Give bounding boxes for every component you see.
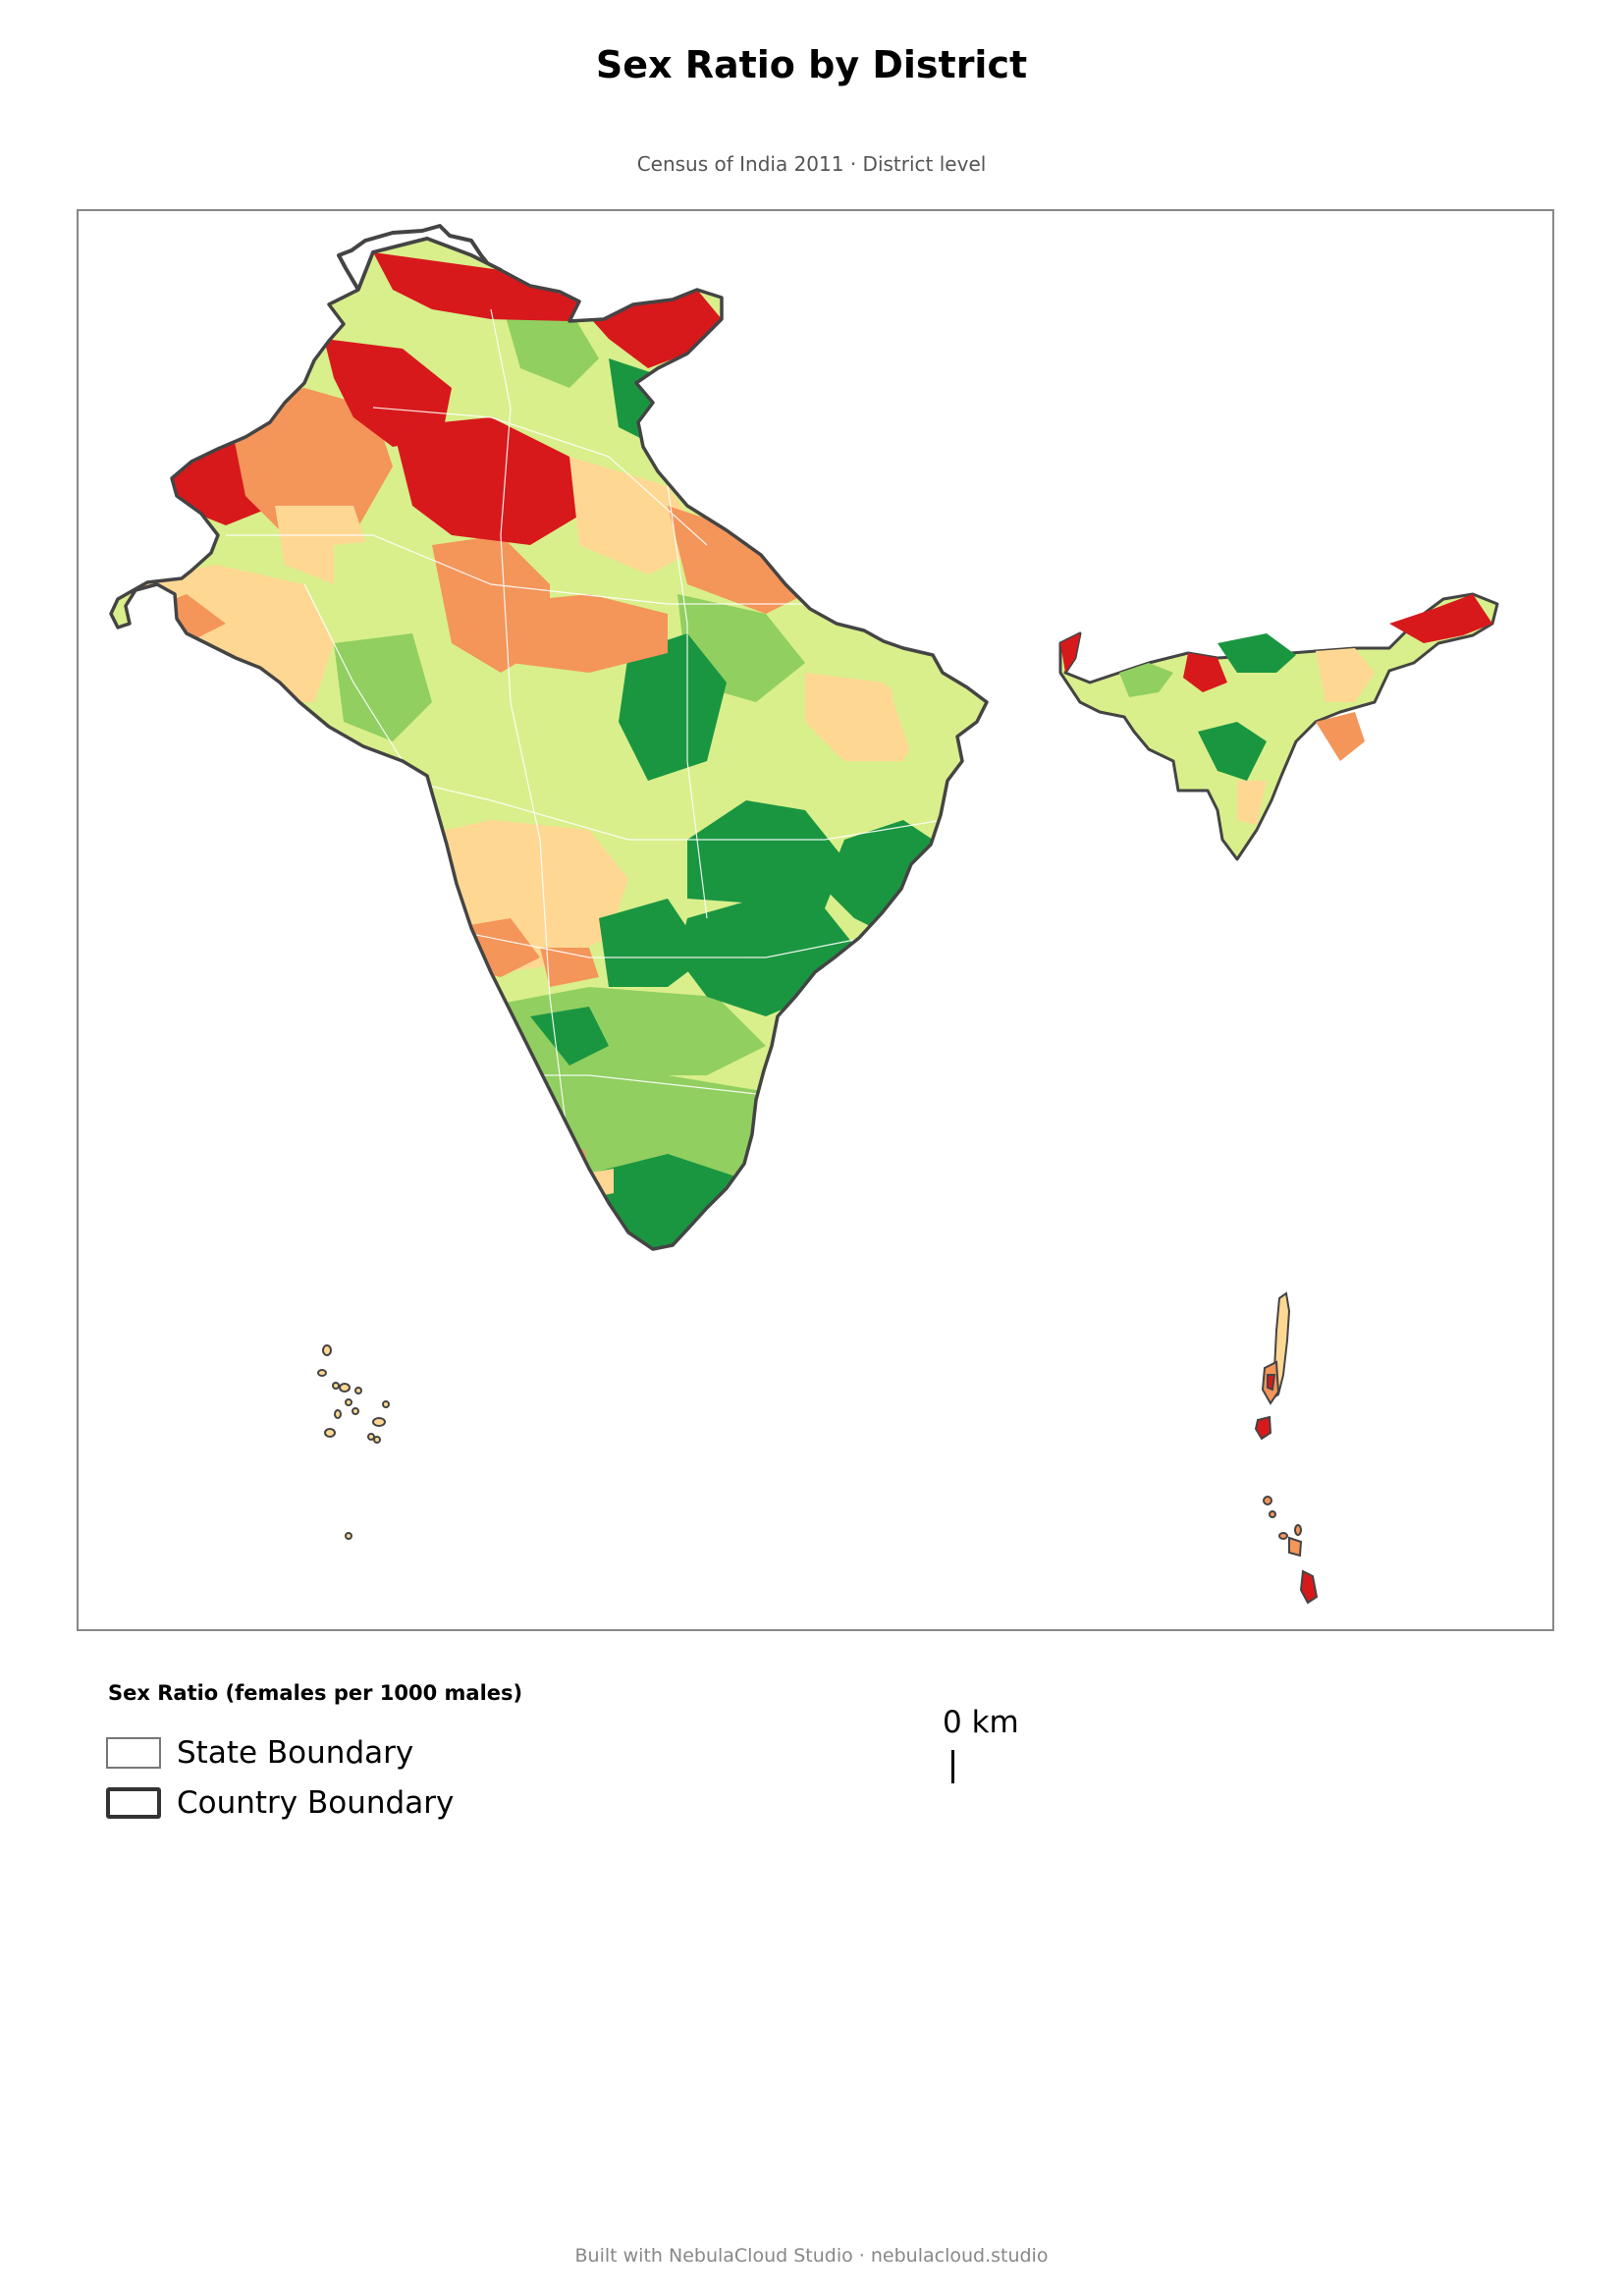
region-bihar-orange[interactable] [668, 506, 825, 614]
region-mp-green[interactable] [334, 633, 432, 741]
state-boundaries [226, 308, 944, 1155]
andaman-nicobar-islands[interactable] [1254, 1291, 1319, 1605]
region-up-east-light[interactable] [569, 457, 707, 574]
region-northeast-orange-h[interactable] [1316, 712, 1365, 761]
region-south-peninsula[interactable] [403, 1066, 785, 1262]
legend-label-country-boundary: Country Boundary [177, 1785, 455, 1821]
india-choropleth-map[interactable] [79, 211, 1556, 1633]
mainland-districts[interactable] [79, 211, 1556, 1633]
region-west-coast-red[interactable] [373, 840, 412, 889]
region-central-east-forest[interactable] [687, 800, 844, 908]
country-boundary-swatch [106, 1787, 161, 1819]
region-northeast-light-g[interactable] [1237, 781, 1267, 825]
map-subtitle: Census of India 2011 · District level [636, 152, 987, 176]
scale-bar [951, 1750, 954, 1783]
state-boundary-swatch [106, 1737, 161, 1769]
region-northeast-red-e[interactable] [1389, 594, 1492, 643]
region-northeast-light-d[interactable] [1316, 648, 1375, 702]
region-maharashtra-green[interactable] [599, 899, 707, 987]
region-northeast-green-a[interactable] [1119, 663, 1173, 697]
northeast-region[interactable] [1058, 592, 1499, 861]
legend-item-state-boundary: State Boundary [106, 1735, 413, 1771]
region-punjab-haryana-red[interactable] [324, 339, 452, 447]
legend-label-state-boundary: State Boundary [177, 1735, 414, 1771]
footer-credit: Built with NebulaCloud Studio · nebulacl… [574, 2245, 1049, 2267]
lakshadweep-islands[interactable] [317, 1344, 390, 1540]
region-northeast-green-c[interactable] [1217, 633, 1296, 673]
legend-title: Sex Ratio (females per 1000 males) [108, 1681, 523, 1705]
scale-bar-label: 0 km [943, 1705, 1019, 1740]
region-bengal[interactable] [884, 633, 982, 761]
region-northeast-west-red[interactable] [1060, 633, 1080, 673]
legend-item-country-boundary: Country Boundary [106, 1785, 454, 1821]
map-frame[interactable] [77, 209, 1554, 1631]
region-chhattisgarh[interactable] [619, 633, 727, 781]
region-northeast-green-f[interactable] [1198, 722, 1267, 781]
region-south-green-patch[interactable] [530, 1007, 609, 1066]
region-northeast-red-b[interactable] [1183, 653, 1227, 692]
region-central-orange-band[interactable] [491, 594, 668, 673]
northeast-outline[interactable] [1058, 592, 1499, 861]
region-deccan-orange-2[interactable] [540, 948, 599, 987]
region-southwest-coast[interactable] [403, 1066, 491, 1203]
map-title: Sex Ratio by District [595, 43, 1028, 86]
region-jk-red[interactable] [373, 252, 579, 321]
region-up-red[interactable] [393, 417, 579, 545]
